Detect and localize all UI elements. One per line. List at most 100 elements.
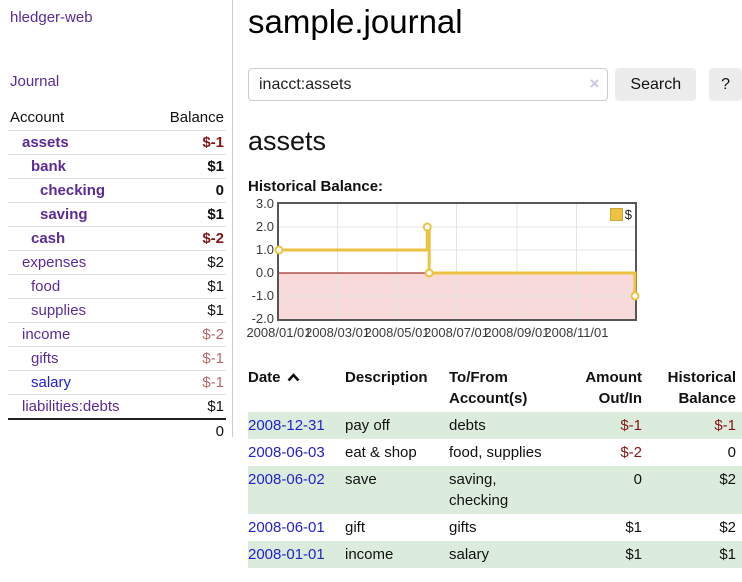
transaction-accounts: gifts [449,519,477,536]
account-balance: $1 [152,274,226,299]
account-link-liabilities-debts[interactable]: liabilities:debts [22,398,120,415]
transaction-row: 2008-06-03 eat & shop food, supplies $-2 0 [248,439,742,466]
page-title: sample.journal [248,3,463,40]
series-swatch-icon [609,208,623,221]
search-field-wrap: × [248,68,609,101]
sidebar-item-journal[interactable]: Journal [10,73,60,90]
account-heading: assets [248,126,327,156]
account-row: salary $-1 [8,370,226,395]
transaction-date-link[interactable]: 2008-01-01 [248,546,325,563]
transaction-balance: 0 [727,444,736,461]
chart-plot-area[interactable]: $ [274,202,640,321]
account-name-cell: assets [8,130,153,155]
register-header-to-from-account-s-: To/From Account(s) [449,364,549,412]
account-balance: $-2 [152,226,226,251]
y-tick-label: 3.0 [255,196,274,211]
account-balance: $2 [152,250,226,275]
transaction-date-cell: 2008-06-01 [248,514,345,541]
transaction-balance: $2 [719,471,736,488]
clear-search-icon[interactable]: × [589,74,600,93]
y-tick-label: -2.0 [251,311,274,326]
accounts-header-account: Account [10,109,65,126]
accounts-total-value: 0 [152,418,226,443]
accounts-total-spacer [8,418,153,443]
legend-label: $ [624,207,632,222]
transaction-date-link[interactable]: 2008-06-01 [248,519,325,536]
transaction-row: 2008-06-01 gift gifts $1 $2 [248,514,742,541]
transaction-accounts: saving, checking [449,471,509,509]
transaction-date-cell: 2008-12-31 [248,412,345,439]
account-name-cell: saving [8,202,153,227]
account-balance: $1 [152,154,226,179]
account-balance: $1 [152,394,226,419]
transaction-date-link[interactable]: 2008-06-03 [248,444,325,461]
account-name-cell: salary [8,370,153,395]
accounts-total-row: 0 [8,418,226,443]
account-link-cash[interactable]: cash [31,230,66,247]
transaction-accounts: debts [449,417,486,434]
register-header-description: Description [345,364,449,412]
account-balance: $-1 [152,346,226,371]
transaction-date-link[interactable]: 2008-06-02 [248,471,325,488]
x-tick-label: 2008/11/01 [544,325,609,340]
account-row: assets $-1 [8,130,226,155]
sidebar-divider [232,0,233,437]
transaction-amount: $1 [625,546,642,563]
account-link-expenses[interactable]: expenses [22,254,87,271]
transaction-date-link[interactable]: 2008-12-31 [248,417,325,434]
chart-title: Historical Balance: [248,178,384,195]
register-header-label: Date [248,369,281,386]
account-link-saving[interactable]: saving [40,206,88,223]
account-link-income[interactable]: income [22,326,71,343]
account-row: gifts $-1 [8,346,226,371]
accounts-header-balance: Balance [169,109,224,126]
accounts-table: Account Balance assets $-1 bank $1 checking 0… [8,105,226,443]
account-balance: $-2 [152,322,226,347]
account-row: food $1 [8,274,226,299]
register-header-row: Date Description To/From Account(s) Amount … [248,364,742,412]
chart-legend: $ [609,207,632,222]
transaction-amount: $1 [625,519,642,536]
account-row: supplies $1 [8,298,226,323]
account-link-assets[interactable]: assets [22,134,69,151]
account-link-food[interactable]: food [31,278,61,295]
account-name-cell: expenses [8,250,153,275]
account-row: liabilities:debts $1 [8,394,226,419]
account-name-cell: food [8,274,153,299]
account-name-cell: liabilities:debts [8,394,153,419]
transaction-amount: 0 [633,471,642,488]
register-header-historical-balance: Historical Balance [646,364,742,412]
account-balance: $1 [152,298,226,323]
main-content: sample.journal × Search ? assets Histori… [246,0,742,568]
account-link-supplies[interactable]: supplies [31,302,87,319]
y-tick-label: 2.0 [255,219,274,234]
chart-canvas [274,204,640,319]
account-balance: 0 [152,178,226,203]
search-input[interactable] [248,68,609,101]
account-link-gifts[interactable]: gifts [31,350,59,367]
account-name-cell: bank [8,154,153,179]
transaction-description: save [345,471,377,488]
search-form: × Search ? [248,68,742,101]
transaction-description: pay off [345,417,390,434]
transaction-balance: $1 [719,546,736,563]
account-name-cell: supplies [8,298,153,323]
sidebar: hledger-web Journal Account Balance asse… [0,0,232,443]
search-button[interactable]: Search [615,68,697,101]
account-name-cell: cash [8,226,153,251]
account-row: saving $1 [8,202,226,227]
y-tick-label: 1.0 [255,242,274,257]
account-link-checking[interactable]: checking [40,182,106,199]
x-tick-label: 2008/01/01 [246,325,312,340]
transaction-description: income [345,546,394,563]
account-link-bank[interactable]: bank [31,158,67,175]
brand-link[interactable]: hledger-web [10,9,93,26]
transaction-date-cell: 2008-06-03 [248,439,345,466]
register-header-amount-out-in: Amount Out/In [549,364,646,412]
register-header-date[interactable]: Date [248,364,345,412]
transaction-description: gift [345,519,366,536]
sort-ascending-icon [287,369,300,386]
account-link-salary[interactable]: salary [31,374,72,391]
account-row: checking 0 [8,178,226,203]
search-help-button[interactable]: ? [709,68,742,101]
